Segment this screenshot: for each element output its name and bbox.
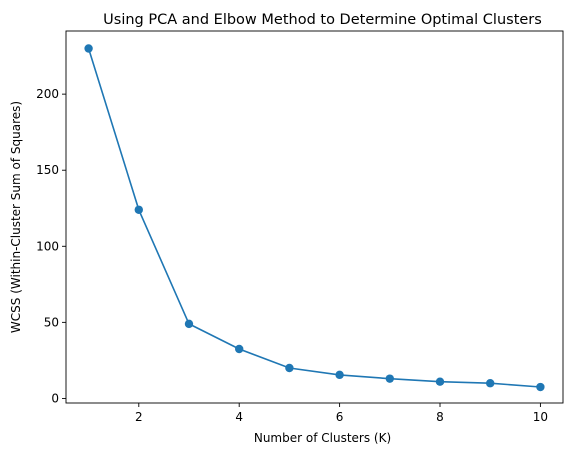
x-tick-label: 6	[336, 410, 344, 424]
data-point-k5	[285, 363, 294, 373]
y-tick-label: 150	[36, 163, 59, 177]
y-tick-label: 50	[44, 315, 59, 329]
data-point-k9	[486, 379, 495, 388]
chart-title: Using PCA and Elbow Method to Determine …	[103, 12, 542, 28]
x-tick-label: 2	[135, 410, 143, 424]
wcss-points	[84, 44, 545, 392]
y-tick-label: 100	[36, 239, 59, 253]
y-tick-label: 200	[36, 87, 59, 101]
x-tick-label: 10	[533, 410, 548, 424]
x-tick-label: 8	[436, 410, 444, 424]
y-tick-label: 0	[51, 391, 59, 405]
x-tick-label: 4	[235, 410, 243, 424]
data-point-k1	[84, 44, 93, 53]
wcss-line	[87, 48, 541, 388]
y-axis-label: WCSS (Within-Cluster Sum of Squares)	[9, 101, 23, 333]
y-axis: 0 50 100 150 200	[36, 87, 66, 405]
data-point-k3	[184, 319, 194, 329]
data-point-k4	[234, 344, 244, 354]
data-point-k10	[536, 382, 545, 392]
data-point-k8	[435, 377, 445, 386]
x-axis: 2 4 6 8 10	[135, 403, 548, 424]
data-point-k2	[134, 205, 143, 214]
plot-area	[65, 30, 564, 404]
x-axis-label: Number of Clusters (K)	[254, 431, 391, 445]
data-point-k7	[385, 374, 395, 383]
data-point-k6	[335, 370, 344, 380]
